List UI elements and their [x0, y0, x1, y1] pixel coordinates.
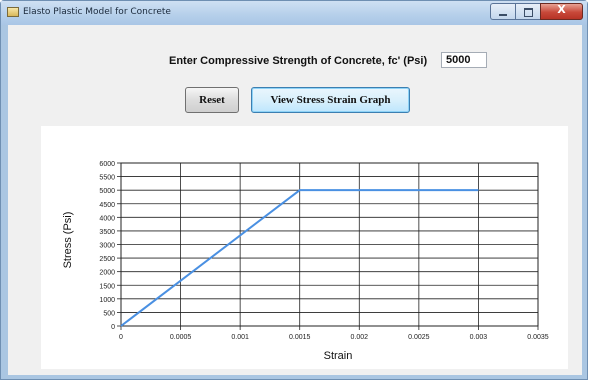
y-tick-label: 4000 — [99, 215, 115, 222]
view-graph-button[interactable]: View Stress Strain Graph — [251, 87, 410, 113]
close-button[interactable]: X — [540, 3, 583, 20]
y-tick-label: 1500 — [99, 283, 115, 290]
stress-strain-line — [120, 189, 479, 327]
y-tick-label: 500 — [103, 310, 115, 317]
maximize-button[interactable] — [515, 3, 540, 20]
x-tick-label: 0.0035 — [527, 334, 549, 341]
chart-panel: 0 500 1000 1500 2000 2500 3000 3500 4000 4500 5000… — [41, 126, 568, 369]
x-tick-label: 0.002 — [351, 334, 369, 341]
y-tick-label: 5000 — [99, 188, 115, 195]
chart-series — [120, 189, 479, 327]
window-controls: X — [490, 3, 583, 20]
reset-button[interactable]: Reset — [185, 87, 239, 113]
x-axis-title: Strain — [324, 350, 353, 362]
y-tick-label: 0 — [111, 324, 115, 331]
app-icon — [7, 7, 19, 17]
chart-grid — [120, 162, 539, 327]
x-tick-label: 0.001 — [231, 334, 249, 341]
y-tick-label: 3500 — [99, 229, 115, 236]
y-tick-label: 5500 — [99, 175, 115, 182]
x-tick-label: 0 — [119, 334, 123, 341]
y-tick-label: 3000 — [99, 243, 115, 250]
x-tick-label: 0.0025 — [408, 334, 430, 341]
close-icon: X — [557, 3, 566, 16]
title-bar[interactable]: Elasto Plastic Model for Concrete X — [1, 1, 587, 25]
form-client-area: Enter Compressive Strength of Concrete, … — [8, 25, 582, 375]
chart-ticks: 0 500 1000 1500 2000 2500 3000 3500 4000 4500 5000… — [99, 161, 548, 341]
fc-prompt-label: Enter Compressive Strength of Concrete, … — [169, 55, 428, 67]
x-tick-label: 0.0015 — [289, 334, 311, 341]
y-tick-label: 2000 — [99, 270, 115, 277]
window-title: Elasto Plastic Model for Concrete — [23, 7, 171, 17]
x-tick-label: 0.0005 — [170, 334, 192, 341]
x-tick-label: 0.003 — [470, 334, 488, 341]
y-tick-label: 1000 — [99, 297, 115, 304]
minimize-button[interactable] — [490, 3, 515, 20]
y-tick-label: 4500 — [99, 202, 115, 209]
y-axis-title: Stress (Psi) — [62, 212, 74, 269]
stress-strain-chart: 0 500 1000 1500 2000 2500 3000 3500 4000 4500 5000… — [62, 161, 549, 362]
y-tick-label: 2500 — [99, 256, 115, 263]
y-tick-label: 6000 — [99, 161, 115, 168]
fc-input[interactable] — [441, 52, 487, 68]
